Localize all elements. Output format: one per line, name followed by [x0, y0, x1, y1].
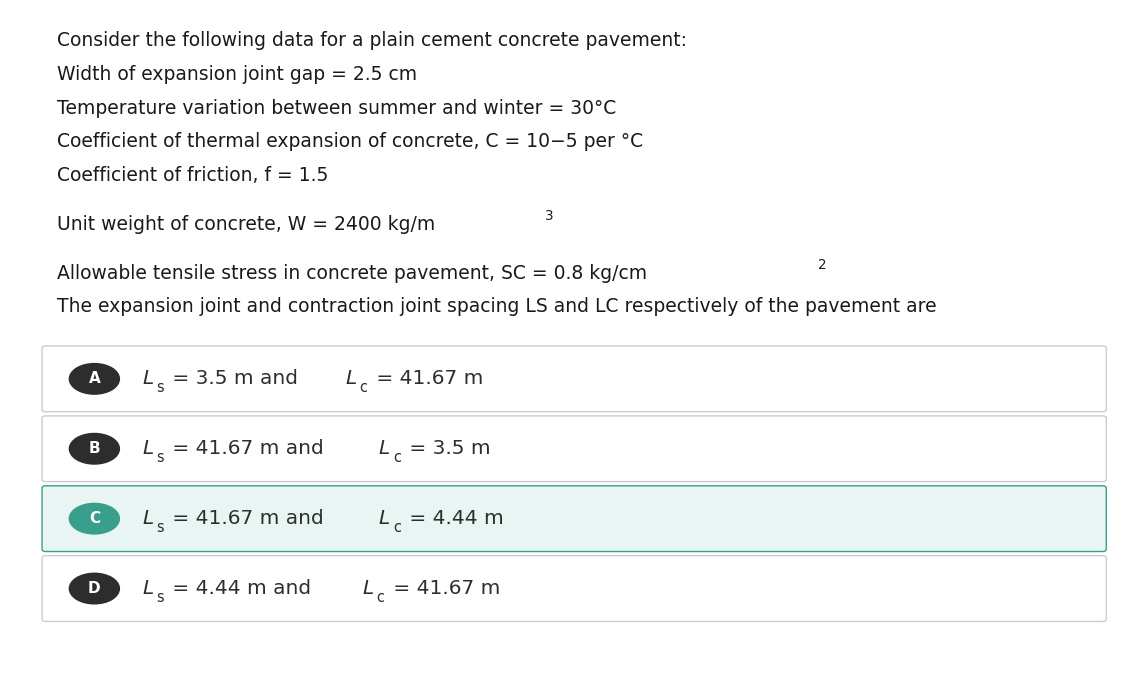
Text: s: s [157, 450, 164, 466]
Text: = 41.67 m and: = 41.67 m and [166, 509, 331, 528]
Text: = 41.67 m: = 41.67 m [370, 369, 483, 389]
Text: = 41.67 m: = 41.67 m [387, 579, 500, 598]
Text: Consider the following data for a plain cement concrete pavement:: Consider the following data for a plain … [57, 31, 687, 50]
Text: c: c [392, 520, 400, 535]
Text: = 4.44 m and: = 4.44 m and [166, 579, 318, 598]
Text: = 4.44 m: = 4.44 m [402, 509, 504, 528]
Text: L: L [142, 579, 153, 598]
Text: = 3.5 m: = 3.5 m [402, 439, 490, 459]
Text: C: C [89, 511, 100, 526]
Text: 3: 3 [545, 209, 554, 223]
Text: s: s [157, 590, 164, 605]
Text: L: L [379, 439, 390, 459]
Text: 2: 2 [819, 258, 827, 272]
Text: L: L [142, 439, 153, 459]
FancyBboxPatch shape [42, 346, 1106, 412]
Text: L: L [142, 509, 153, 528]
Ellipse shape [69, 503, 119, 534]
Ellipse shape [69, 573, 119, 604]
Text: c: c [392, 450, 400, 466]
Text: = 41.67 m and: = 41.67 m and [166, 439, 331, 459]
Text: Allowable tensile stress in concrete pavement, SC = 0.8 kg/cm: Allowable tensile stress in concrete pav… [57, 264, 647, 282]
Text: Coefficient of thermal expansion of concrete, C = 10−5 per °C: Coefficient of thermal expansion of conc… [57, 132, 644, 151]
Text: s: s [157, 520, 164, 535]
Text: c: c [376, 590, 384, 605]
Text: Coefficient of friction, f = 1.5: Coefficient of friction, f = 1.5 [57, 166, 329, 185]
Text: D: D [88, 581, 101, 596]
Text: = 3.5 m and: = 3.5 m and [166, 369, 305, 389]
Text: B: B [89, 441, 100, 456]
Text: A: A [89, 371, 100, 387]
Text: L: L [379, 509, 390, 528]
Text: Width of expansion joint gap = 2.5 cm: Width of expansion joint gap = 2.5 cm [57, 65, 417, 84]
Text: Temperature variation between summer and winter = 30°C: Temperature variation between summer and… [57, 99, 616, 117]
FancyBboxPatch shape [42, 486, 1106, 552]
Text: L: L [362, 579, 373, 598]
Text: L: L [142, 369, 153, 389]
Text: Unit weight of concrete, W = 2400 kg/m: Unit weight of concrete, W = 2400 kg/m [57, 215, 435, 233]
Ellipse shape [69, 363, 119, 394]
FancyBboxPatch shape [42, 416, 1106, 482]
FancyBboxPatch shape [42, 556, 1106, 621]
Ellipse shape [69, 433, 119, 464]
Text: The expansion joint and contraction joint spacing LS and LC respectively of the : The expansion joint and contraction join… [57, 297, 937, 316]
Text: s: s [157, 380, 164, 396]
Text: L: L [345, 369, 356, 389]
Text: c: c [359, 380, 367, 396]
